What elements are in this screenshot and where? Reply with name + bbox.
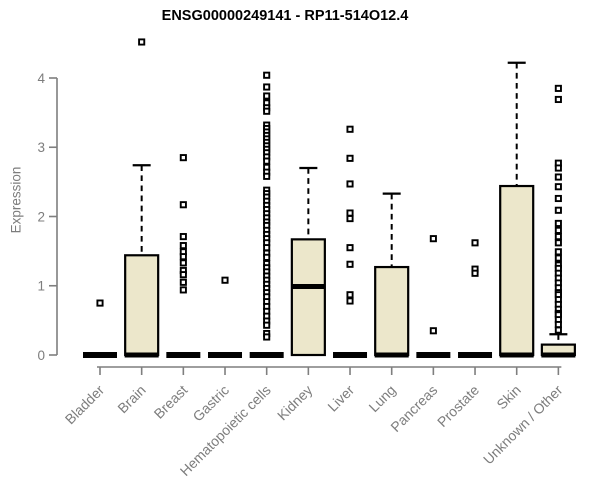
x-tick-label-skin: Skin: [493, 382, 524, 413]
outlier-point: [554, 320, 562, 329]
box: [290, 238, 326, 357]
outlier-point: [263, 157, 271, 165]
x-tick-label-kidney: Kidney: [274, 382, 316, 424]
outlier-point: [263, 71, 271, 79]
outlier-point: [471, 269, 479, 277]
y-tick-label: 1: [37, 279, 45, 294]
outlier-point: [554, 206, 562, 214]
box: [374, 265, 410, 357]
boxplot-skin: [499, 61, 535, 358]
outlier-point: [263, 107, 271, 115]
outlier-point: [554, 254, 562, 262]
flat-box: [249, 352, 284, 358]
outlier-point: [179, 201, 187, 209]
y-tick-label: 0: [37, 348, 45, 363]
y-tick-label: 2: [37, 209, 45, 224]
flat-box: [208, 352, 243, 358]
outlier-point: [179, 271, 187, 279]
y-tick-label: 4: [37, 71, 45, 86]
outlier-point: [346, 297, 354, 305]
boxplot-prostate: [458, 239, 493, 358]
x-tick-label-prostate: Prostate: [434, 382, 482, 430]
outlier-point: [263, 172, 271, 180]
x-tick-label-brain: Brain: [114, 382, 148, 416]
outlier-point: [179, 253, 187, 261]
outlier-point: [554, 239, 562, 247]
boxplot-bladder: [83, 299, 117, 358]
outlier-point: [554, 233, 562, 241]
outlier-point: [179, 286, 187, 294]
box: [124, 254, 160, 357]
outlier-point: [346, 154, 354, 162]
chart-title: ENSG00000249141 - RP11-514O12.4: [161, 8, 409, 24]
outlier-point: [554, 248, 562, 256]
outlier-point: [554, 173, 562, 181]
x-tick-label-liver: Liver: [324, 382, 357, 415]
boxplot-brain: [124, 38, 160, 358]
outlier-point: [138, 38, 146, 46]
boxplot-breast: [166, 154, 201, 358]
outlier-point: [554, 84, 562, 92]
outlier-point: [346, 215, 354, 223]
boxplot-lung: [374, 192, 410, 358]
outlier-point: [263, 253, 271, 261]
outlier-point: [179, 233, 187, 241]
outlier-point: [179, 278, 187, 286]
outlier-point: [263, 83, 271, 91]
outlier-point: [179, 259, 187, 267]
x-tick-label-unknown-other: Unknown / Other: [480, 382, 566, 468]
boxplot-hematopoietic-cells: [249, 71, 284, 358]
boxplot-liver: [333, 125, 368, 358]
outlier-point: [179, 154, 187, 162]
x-tick-label-bladder: Bladder: [62, 382, 108, 428]
outlier-point: [346, 125, 354, 133]
outlier-point: [429, 235, 437, 243]
outlier-point: [554, 95, 562, 104]
outlier-point: [263, 92, 271, 100]
flat-box: [416, 352, 451, 358]
outlier-point: [346, 209, 354, 217]
flat-box: [83, 352, 117, 358]
outlier-point: [471, 239, 479, 247]
flat-box: [333, 352, 368, 358]
y-axis-label: Expression: [8, 166, 24, 234]
outlier-point: [263, 333, 271, 341]
x-tick-label-breast: Breast: [151, 382, 191, 422]
outlier-point: [554, 164, 562, 172]
outlier-point: [346, 180, 354, 188]
box: [499, 184, 535, 357]
outlier-point: [554, 326, 562, 334]
outlier-point: [263, 321, 271, 329]
outlier-point: [96, 299, 104, 307]
outlier-point: [554, 219, 562, 227]
outlier-point: [263, 244, 271, 252]
outlier-point: [179, 242, 187, 250]
y-tick-label: 3: [37, 140, 45, 155]
flat-box: [458, 352, 493, 358]
outlier-point: [221, 276, 229, 284]
flat-box: [166, 352, 201, 358]
boxplot-kidney: [290, 166, 326, 357]
boxplot-pancreas: [416, 235, 451, 358]
boxplot-unknown-other: [540, 84, 576, 358]
boxplot-gastric: [208, 276, 243, 358]
outlier-point: [554, 226, 562, 234]
outlier-point: [346, 244, 354, 252]
outlier-point: [554, 194, 562, 203]
outlier-point: [346, 291, 354, 299]
x-tick-label-lung: Lung: [365, 382, 398, 415]
outlier-point: [554, 183, 562, 191]
outlier-point: [346, 260, 354, 268]
outlier-point: [429, 327, 437, 335]
